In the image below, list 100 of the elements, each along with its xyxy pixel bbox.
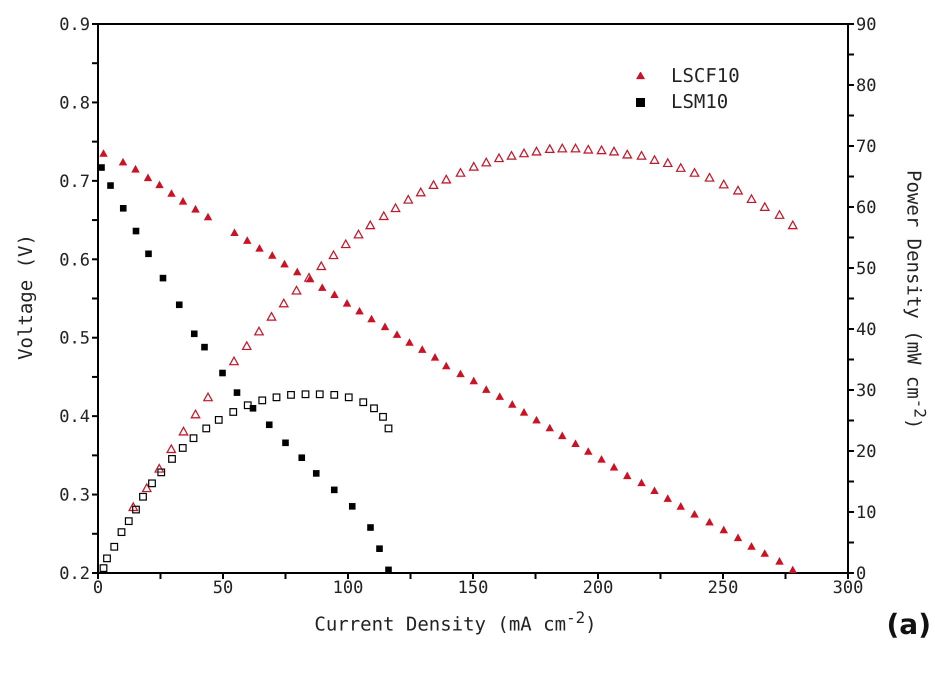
- point: [330, 290, 339, 298]
- point: [650, 155, 660, 164]
- legend-label: LSM10: [671, 91, 728, 113]
- point: [278, 298, 289, 308]
- point: [519, 148, 529, 158]
- point: [243, 236, 252, 244]
- point: [430, 353, 440, 361]
- point: [354, 230, 364, 238]
- point: [280, 260, 289, 268]
- point: [664, 494, 672, 502]
- point: [166, 444, 176, 454]
- point: [118, 158, 128, 166]
- point: [148, 479, 156, 488]
- point: [120, 205, 127, 212]
- point: [441, 174, 452, 184]
- y2-tick-label: 30: [856, 381, 876, 402]
- point: [482, 385, 490, 393]
- point: [392, 330, 402, 338]
- point: [775, 557, 784, 565]
- point: [597, 455, 606, 463]
- point: [470, 376, 478, 384]
- point: [100, 564, 108, 572]
- point: [676, 502, 685, 510]
- point: [367, 314, 376, 322]
- y-tick-label: 0.9: [59, 15, 90, 36]
- point: [190, 410, 200, 418]
- point: [107, 182, 114, 189]
- y-tick-label: 0.7: [59, 172, 90, 192]
- point: [229, 356, 239, 366]
- point: [558, 432, 566, 440]
- point: [302, 390, 310, 398]
- point: [298, 454, 306, 462]
- point: [103, 554, 111, 562]
- point: [662, 158, 673, 168]
- point: [583, 144, 594, 154]
- point: [118, 528, 126, 536]
- point: [596, 145, 606, 154]
- y-tick-label: 0.3: [59, 486, 90, 506]
- point: [344, 393, 353, 402]
- point: [132, 228, 140, 234]
- point: [720, 526, 728, 534]
- point: [145, 250, 152, 258]
- point: [380, 322, 390, 330]
- point: [214, 416, 223, 424]
- point: [330, 486, 338, 494]
- point: [506, 150, 516, 160]
- point: [508, 400, 516, 408]
- y2-tick-label: 60: [856, 198, 876, 218]
- point: [178, 426, 188, 436]
- point: [201, 344, 208, 350]
- point: [532, 146, 542, 156]
- point: [760, 202, 770, 211]
- text: (a): [886, 608, 931, 641]
- point: [157, 468, 166, 476]
- point: [203, 392, 213, 402]
- point: [128, 502, 138, 512]
- point: [330, 390, 338, 399]
- point: [418, 345, 426, 353]
- y2-tick-label: 50: [856, 259, 876, 280]
- point: [456, 168, 466, 177]
- point: [190, 330, 198, 338]
- point: [204, 212, 212, 220]
- point: [384, 424, 392, 432]
- y2-tick-label: 90: [856, 15, 876, 36]
- point: [637, 478, 646, 486]
- point: [622, 150, 632, 158]
- point: [774, 210, 784, 219]
- x-tick-label: 100: [332, 578, 364, 598]
- x-axis-title: Current Density (mA cm$^{-2}$): [313, 608, 598, 636]
- point: [202, 424, 210, 432]
- point: [442, 362, 450, 370]
- point: [132, 506, 140, 514]
- point: [160, 274, 166, 282]
- y2-tick-label: 20: [856, 442, 876, 462]
- point: [292, 286, 302, 295]
- point: [376, 545, 383, 552]
- point: [378, 211, 389, 220]
- point: [746, 194, 756, 204]
- point: [481, 158, 492, 166]
- point: [610, 462, 618, 470]
- point: [219, 370, 226, 376]
- point: [348, 503, 356, 510]
- point: [178, 197, 188, 205]
- point: [494, 153, 504, 162]
- y-tick-label: 0.2: [59, 564, 90, 584]
- point: [636, 150, 646, 160]
- point: [532, 416, 541, 424]
- point: [405, 338, 414, 346]
- x-tick-label: 50: [212, 578, 234, 598]
- point: [676, 163, 686, 172]
- point: [747, 542, 756, 550]
- point: [144, 174, 152, 182]
- y2-tick-label: 80: [856, 76, 876, 96]
- point: [316, 390, 324, 398]
- point: [272, 393, 280, 402]
- point: [230, 228, 239, 236]
- point: [367, 524, 374, 531]
- point: [416, 188, 426, 196]
- point: [266, 421, 273, 428]
- y-tick-label: 0.4: [59, 407, 90, 428]
